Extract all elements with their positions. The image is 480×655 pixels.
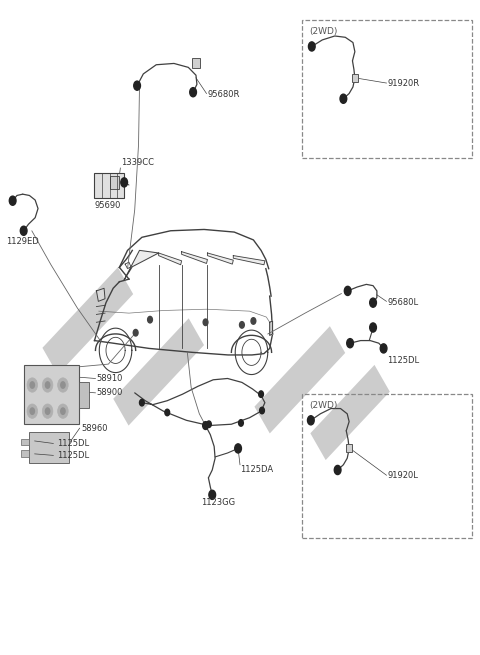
Circle shape <box>140 400 144 406</box>
Circle shape <box>240 322 244 328</box>
Circle shape <box>20 226 27 235</box>
Circle shape <box>27 378 37 392</box>
Bar <box>24 365 79 424</box>
Circle shape <box>148 316 153 323</box>
Circle shape <box>60 407 66 415</box>
Circle shape <box>209 490 216 499</box>
Circle shape <box>42 404 53 419</box>
Circle shape <box>134 81 141 90</box>
Circle shape <box>347 339 353 348</box>
Bar <box>110 176 120 189</box>
Polygon shape <box>96 288 105 301</box>
FancyBboxPatch shape <box>94 174 124 198</box>
Polygon shape <box>181 252 207 263</box>
Circle shape <box>203 422 208 430</box>
Text: 1125DL: 1125DL <box>57 440 89 448</box>
Bar <box>21 439 29 445</box>
Circle shape <box>58 378 68 392</box>
Text: 1125DA: 1125DA <box>240 466 273 474</box>
Text: 1129ED: 1129ED <box>6 236 39 246</box>
Polygon shape <box>158 253 181 265</box>
Circle shape <box>45 407 50 415</box>
Polygon shape <box>233 255 265 265</box>
Text: 95690: 95690 <box>94 201 120 210</box>
Bar <box>79 382 89 408</box>
Circle shape <box>239 420 243 426</box>
Bar <box>21 451 29 457</box>
Text: 1125DL: 1125DL <box>387 356 420 365</box>
Circle shape <box>29 407 35 415</box>
Circle shape <box>58 404 68 419</box>
Polygon shape <box>124 250 158 280</box>
Circle shape <box>309 42 315 51</box>
Circle shape <box>203 319 208 326</box>
Circle shape <box>380 344 387 353</box>
Circle shape <box>259 391 264 398</box>
Text: 95680R: 95680R <box>207 90 240 99</box>
FancyBboxPatch shape <box>254 326 345 434</box>
Text: 91920R: 91920R <box>387 79 420 88</box>
Polygon shape <box>207 253 233 264</box>
Bar <box>352 73 358 82</box>
FancyBboxPatch shape <box>42 267 133 375</box>
Circle shape <box>121 178 128 187</box>
Circle shape <box>370 323 376 332</box>
Circle shape <box>60 381 66 389</box>
Circle shape <box>190 88 196 97</box>
Text: 58910: 58910 <box>96 374 123 383</box>
Circle shape <box>29 381 35 389</box>
Circle shape <box>260 407 264 414</box>
Circle shape <box>27 404 37 419</box>
Text: 91920L: 91920L <box>387 472 418 480</box>
Bar <box>302 394 472 538</box>
Circle shape <box>9 196 16 205</box>
Circle shape <box>370 298 376 307</box>
Bar <box>29 432 69 464</box>
Circle shape <box>42 378 53 392</box>
Circle shape <box>340 94 347 103</box>
Polygon shape <box>270 321 273 335</box>
Circle shape <box>344 286 351 295</box>
Text: 58900: 58900 <box>96 388 123 398</box>
Text: (2WD): (2WD) <box>309 401 337 410</box>
Circle shape <box>133 329 138 336</box>
Circle shape <box>45 381 50 389</box>
Text: 1339CC: 1339CC <box>121 159 154 168</box>
Text: 58960: 58960 <box>81 424 108 433</box>
Bar <box>302 20 472 158</box>
Bar <box>346 443 352 452</box>
Circle shape <box>165 409 169 416</box>
Circle shape <box>308 416 314 425</box>
FancyBboxPatch shape <box>113 318 204 426</box>
Text: 95680L: 95680L <box>387 297 419 307</box>
Circle shape <box>235 444 241 453</box>
Text: (2WD): (2WD) <box>309 27 337 36</box>
Text: 1123GG: 1123GG <box>201 498 235 507</box>
Circle shape <box>206 421 211 428</box>
Text: 1125DL: 1125DL <box>57 451 89 460</box>
Circle shape <box>251 318 256 324</box>
FancyBboxPatch shape <box>311 365 390 460</box>
Bar <box>192 58 200 67</box>
Circle shape <box>334 466 341 475</box>
